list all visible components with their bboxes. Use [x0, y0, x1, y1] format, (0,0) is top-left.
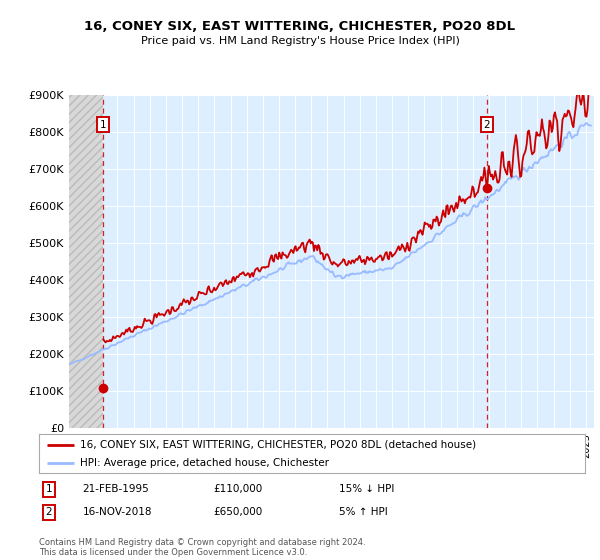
Text: £650,000: £650,000: [214, 507, 263, 517]
Text: 15% ↓ HPI: 15% ↓ HPI: [340, 484, 395, 494]
Text: 1: 1: [46, 484, 52, 494]
Text: 16, CONEY SIX, EAST WITTERING, CHICHESTER, PO20 8DL: 16, CONEY SIX, EAST WITTERING, CHICHESTE…: [85, 20, 515, 32]
Text: £110,000: £110,000: [214, 484, 263, 494]
Bar: [69, 95, 103, 428]
Text: 2: 2: [46, 507, 52, 517]
Text: 2: 2: [484, 120, 490, 130]
Text: Price paid vs. HM Land Registry's House Price Index (HPI): Price paid vs. HM Land Registry's House …: [140, 36, 460, 46]
Text: 16-NOV-2018: 16-NOV-2018: [83, 507, 152, 517]
Text: HPI: Average price, detached house, Chichester: HPI: Average price, detached house, Chic…: [80, 458, 329, 468]
Text: Contains HM Land Registry data © Crown copyright and database right 2024.
This d: Contains HM Land Registry data © Crown c…: [39, 538, 365, 557]
Text: 1: 1: [100, 120, 107, 130]
Text: 21-FEB-1995: 21-FEB-1995: [83, 484, 149, 494]
Text: 5% ↑ HPI: 5% ↑ HPI: [340, 507, 388, 517]
Text: 16, CONEY SIX, EAST WITTERING, CHICHESTER, PO20 8DL (detached house): 16, CONEY SIX, EAST WITTERING, CHICHESTE…: [80, 440, 476, 450]
